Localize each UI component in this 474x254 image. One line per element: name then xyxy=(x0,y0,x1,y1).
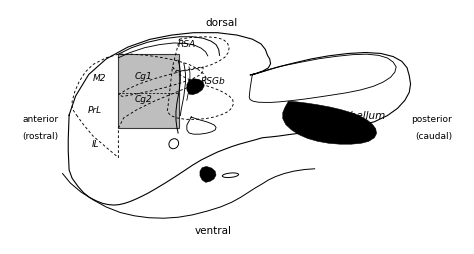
Text: PrL: PrL xyxy=(88,106,102,115)
Ellipse shape xyxy=(169,139,179,149)
Text: M2: M2 xyxy=(93,74,106,83)
Text: Cg1: Cg1 xyxy=(134,72,152,81)
Text: cerebellum: cerebellum xyxy=(328,111,386,121)
Polygon shape xyxy=(187,79,204,95)
Text: anterior: anterior xyxy=(22,115,59,124)
Bar xyxy=(118,54,179,128)
Text: dorsal: dorsal xyxy=(206,18,238,28)
Text: RSA: RSA xyxy=(178,40,196,49)
Text: (caudal): (caudal) xyxy=(415,132,452,141)
Polygon shape xyxy=(200,166,216,182)
Text: posterior: posterior xyxy=(411,115,452,124)
Text: RSGb: RSGb xyxy=(201,77,226,86)
Text: ventral: ventral xyxy=(194,226,231,236)
Ellipse shape xyxy=(222,173,238,178)
Text: (rostral): (rostral) xyxy=(22,132,59,141)
Polygon shape xyxy=(283,101,376,144)
Text: IL: IL xyxy=(91,140,99,149)
Text: Cg2: Cg2 xyxy=(134,95,152,104)
